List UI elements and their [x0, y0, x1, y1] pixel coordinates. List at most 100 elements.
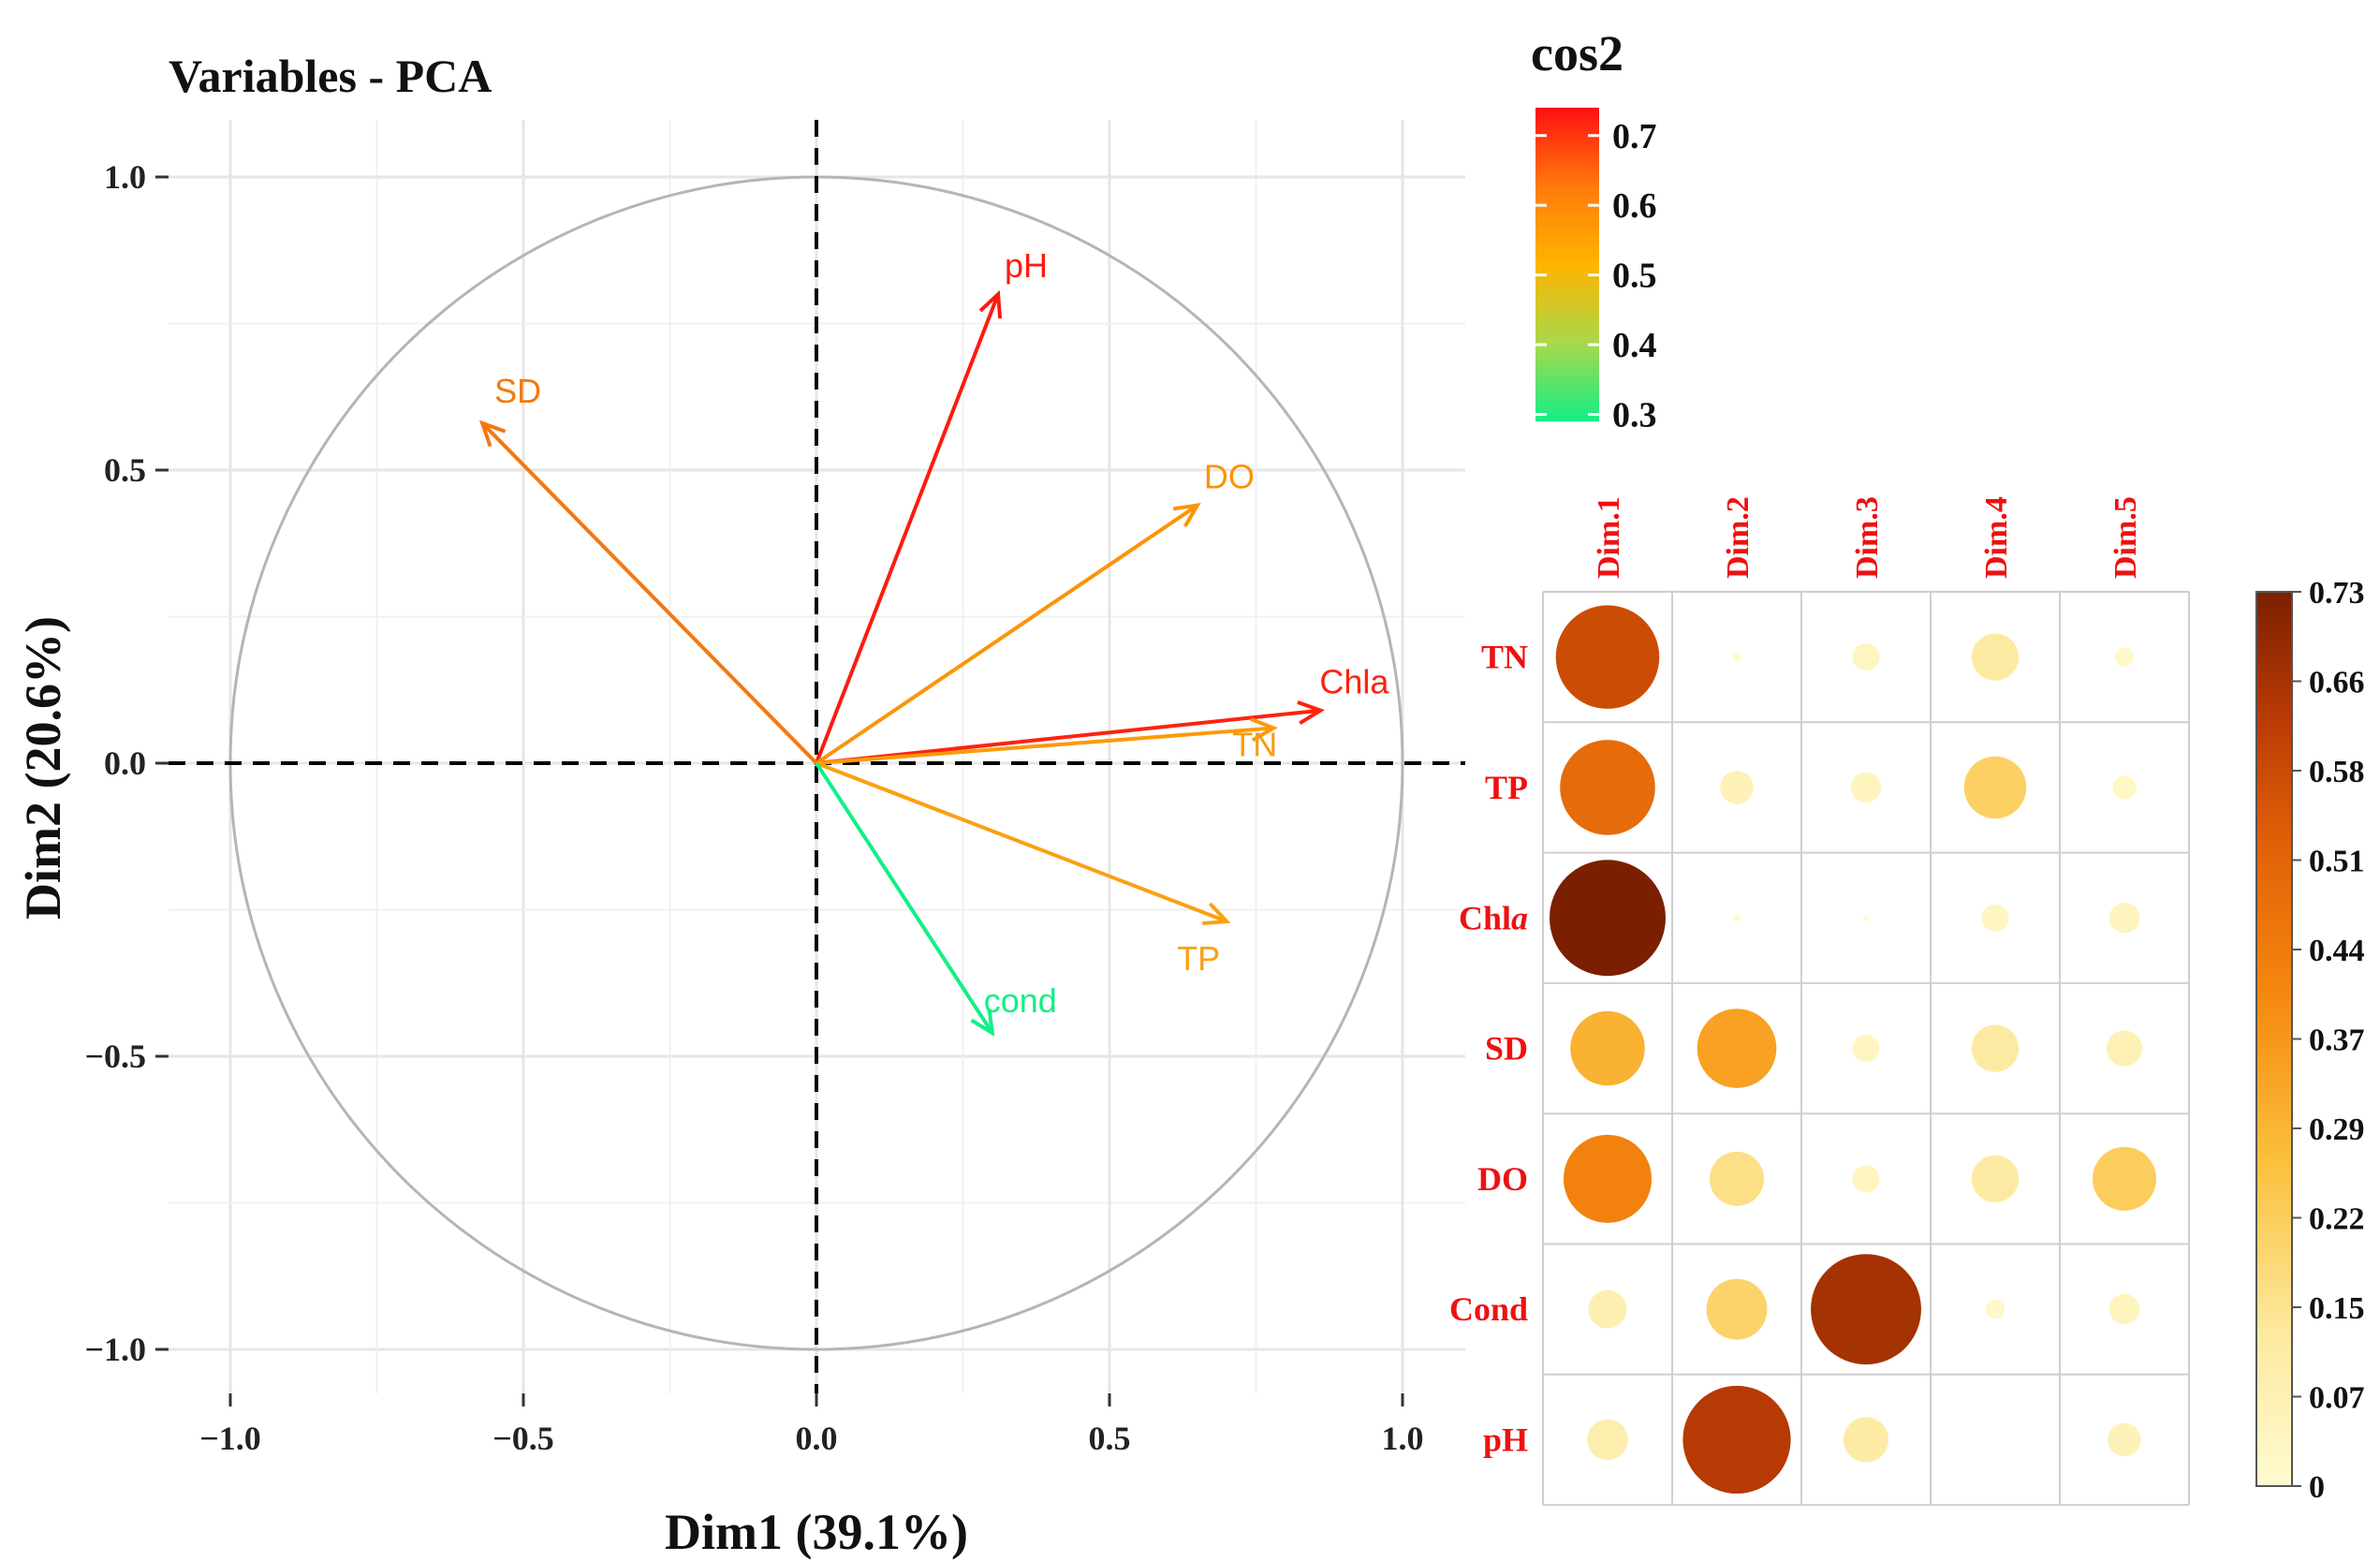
circle-cond-dim4	[1985, 1299, 2005, 1319]
column-label-dim1: Dim.1	[1592, 496, 1626, 579]
cos2-tick-label: 0.6	[1612, 186, 1657, 226]
arrowhead-cond	[970, 1008, 995, 1037]
corrplot-colorbar-ticks: 0.73 0.66 0.58 0.51 0.44 0.37 0.29 0.22 0.15 0.07…	[2292, 576, 2365, 1505]
arrow-sd	[480, 421, 818, 765]
circle-chl-dim4	[1981, 904, 2009, 932]
colorbar-tick-label: 0.51	[2309, 845, 2365, 879]
cos2-colorbar	[1535, 108, 1599, 421]
colorbar-tick-label: 0.73	[2309, 576, 2365, 611]
circle-tp-dim2	[1720, 771, 1754, 804]
label-do: DO	[1204, 458, 1255, 496]
y-axis-label: Dim2 (20.6%)	[15, 616, 71, 920]
colorbar-tick-label: 0.58	[2309, 755, 2365, 789]
row-label-cond: Cond	[1449, 1290, 1528, 1328]
circle-cond-dim2	[1706, 1278, 1768, 1340]
circle-cond-dim5	[2108, 1293, 2140, 1325]
column-label-dim4: Dim.4	[1979, 496, 2014, 579]
cos2-legend-ticks: 0.7 0.6 0.5 0.4 0.3	[1535, 117, 1657, 435]
cos2-tick-label: 0.3	[1612, 396, 1657, 435]
circle-tn-dim4	[1971, 633, 2020, 681]
colorbar-tick-label: 0.07	[2309, 1381, 2365, 1416]
corrplot-circles	[1550, 605, 2157, 1495]
y-tick-label: 0.5	[104, 451, 146, 489]
corrplot-row-labels: TN TP Chla SD DO Cond pH	[1449, 639, 1528, 1459]
circle-tn-dim5	[2114, 647, 2135, 667]
circle-ph-dim1	[1587, 1419, 1628, 1461]
colorbar-tick-label: 0.15	[2309, 1291, 2365, 1326]
cos2-tick-label: 0.7	[1612, 117, 1657, 156]
circle-ph-dim5	[2108, 1422, 2141, 1457]
circle-cond-dim1	[1588, 1289, 1627, 1329]
y-tick-label: 1.0	[104, 158, 146, 196]
row-label-tp: TP	[1485, 769, 1528, 806]
colorbar-tick-label: 0	[2309, 1470, 2325, 1505]
circle-do-dim5	[2092, 1146, 2157, 1211]
label-tp: TP	[1177, 939, 1220, 978]
arrowhead-ph	[978, 289, 1003, 319]
circle-chl-dim3	[1862, 915, 1870, 921]
arrow-chla	[815, 708, 1321, 765]
y-tick-label: −0.5	[84, 1038, 146, 1075]
circle-tn-dim1	[1555, 605, 1660, 709]
x-tick-label: 0.0	[796, 1420, 838, 1457]
circle-tn-dim2	[1732, 653, 1741, 662]
y-tick-label: −1.0	[84, 1331, 146, 1368]
label-tn: TN	[1232, 725, 1277, 763]
corrplot-colorbar	[2255, 591, 2293, 1487]
arrowhead-sd	[478, 420, 507, 448]
circle-sd-dim3	[1852, 1035, 1880, 1063]
circle-chl-dim1	[1550, 860, 1666, 977]
y-tick-label: 0.0	[104, 744, 146, 782]
circle-do-dim2	[1709, 1151, 1765, 1206]
arrow-tp	[815, 761, 1227, 923]
circle-do-dim3	[1852, 1165, 1880, 1193]
x-tick-label: 0.5	[1089, 1420, 1131, 1457]
x-axis-label: Dim1 (39.1%)	[665, 1504, 968, 1560]
circle-ph-dim3	[1843, 1417, 1889, 1463]
corrplot-column-labels: Dim.1 Dim.2 Dim.3 Dim.4 Dim.5	[1592, 496, 2143, 579]
circle-do-dim4	[1971, 1155, 2020, 1202]
corrplot-grid	[1542, 591, 2190, 1507]
arrow-ph	[815, 293, 1000, 764]
circle-sd-dim5	[2106, 1030, 2143, 1067]
row-label-chl: Chla	[1459, 899, 1528, 936]
x-axis-ticks: −1.0 −0.5 0.0 0.5 1.0	[199, 1393, 1424, 1457]
x-tick-label: −0.5	[492, 1420, 554, 1457]
column-label-dim3: Dim.3	[1850, 496, 1885, 579]
pca-title: Variables - PCA	[169, 50, 492, 102]
circle-sd-dim1	[1570, 1010, 1645, 1086]
circle-chl-dim5	[2108, 903, 2140, 934]
row-label-sd: SD	[1485, 1030, 1528, 1068]
label-cond: cond	[984, 981, 1057, 1020]
row-label-do: DO	[1477, 1160, 1528, 1198]
circle-sd-dim2	[1697, 1009, 1777, 1088]
circle-chl-dim2	[1733, 914, 1741, 922]
arrowhead-tp	[1202, 902, 1231, 926]
arrow-tn	[815, 726, 1274, 765]
colorbar-tick-label: 0.29	[2309, 1112, 2365, 1147]
circle-tp-dim1	[1560, 740, 1655, 835]
arrowhead-do	[1172, 502, 1201, 528]
arrowhead-chla	[1297, 700, 1325, 726]
row-label-ph: pH	[1483, 1421, 1528, 1458]
row-label-tn: TN	[1481, 639, 1528, 676]
arrow-cond	[815, 761, 994, 1035]
colorbar-tick-label: 0.37	[2309, 1023, 2365, 1058]
variable-arrows: pH SD DO Chla TN TP cond	[478, 246, 1389, 1037]
column-label-dim5: Dim.5	[2108, 496, 2143, 579]
circle-tp-dim5	[2112, 775, 2137, 800]
colorbar-tick-label: 0.22	[2309, 1202, 2365, 1237]
cos2-corrplot: Dim.1 Dim.2 Dim.3 Dim.4 Dim.5 TN TP Chla SD DO Co…	[1449, 496, 2365, 1507]
column-label-dim2: Dim.2	[1721, 496, 1756, 579]
arrow-do	[815, 503, 1199, 765]
label-ph: pH	[1005, 246, 1048, 285]
x-tick-label: 1.0	[1382, 1420, 1424, 1457]
circle-sd-dim4	[1971, 1024, 2020, 1072]
colorbar-tick-label: 0.66	[2309, 666, 2365, 700]
x-tick-label: −1.0	[199, 1420, 261, 1457]
circle-cond-dim3	[1811, 1254, 1921, 1365]
y-axis-ticks: 1.0 0.5 0.0 −0.5 −1.0	[84, 158, 169, 1368]
circle-ph-dim2	[1682, 1385, 1791, 1495]
